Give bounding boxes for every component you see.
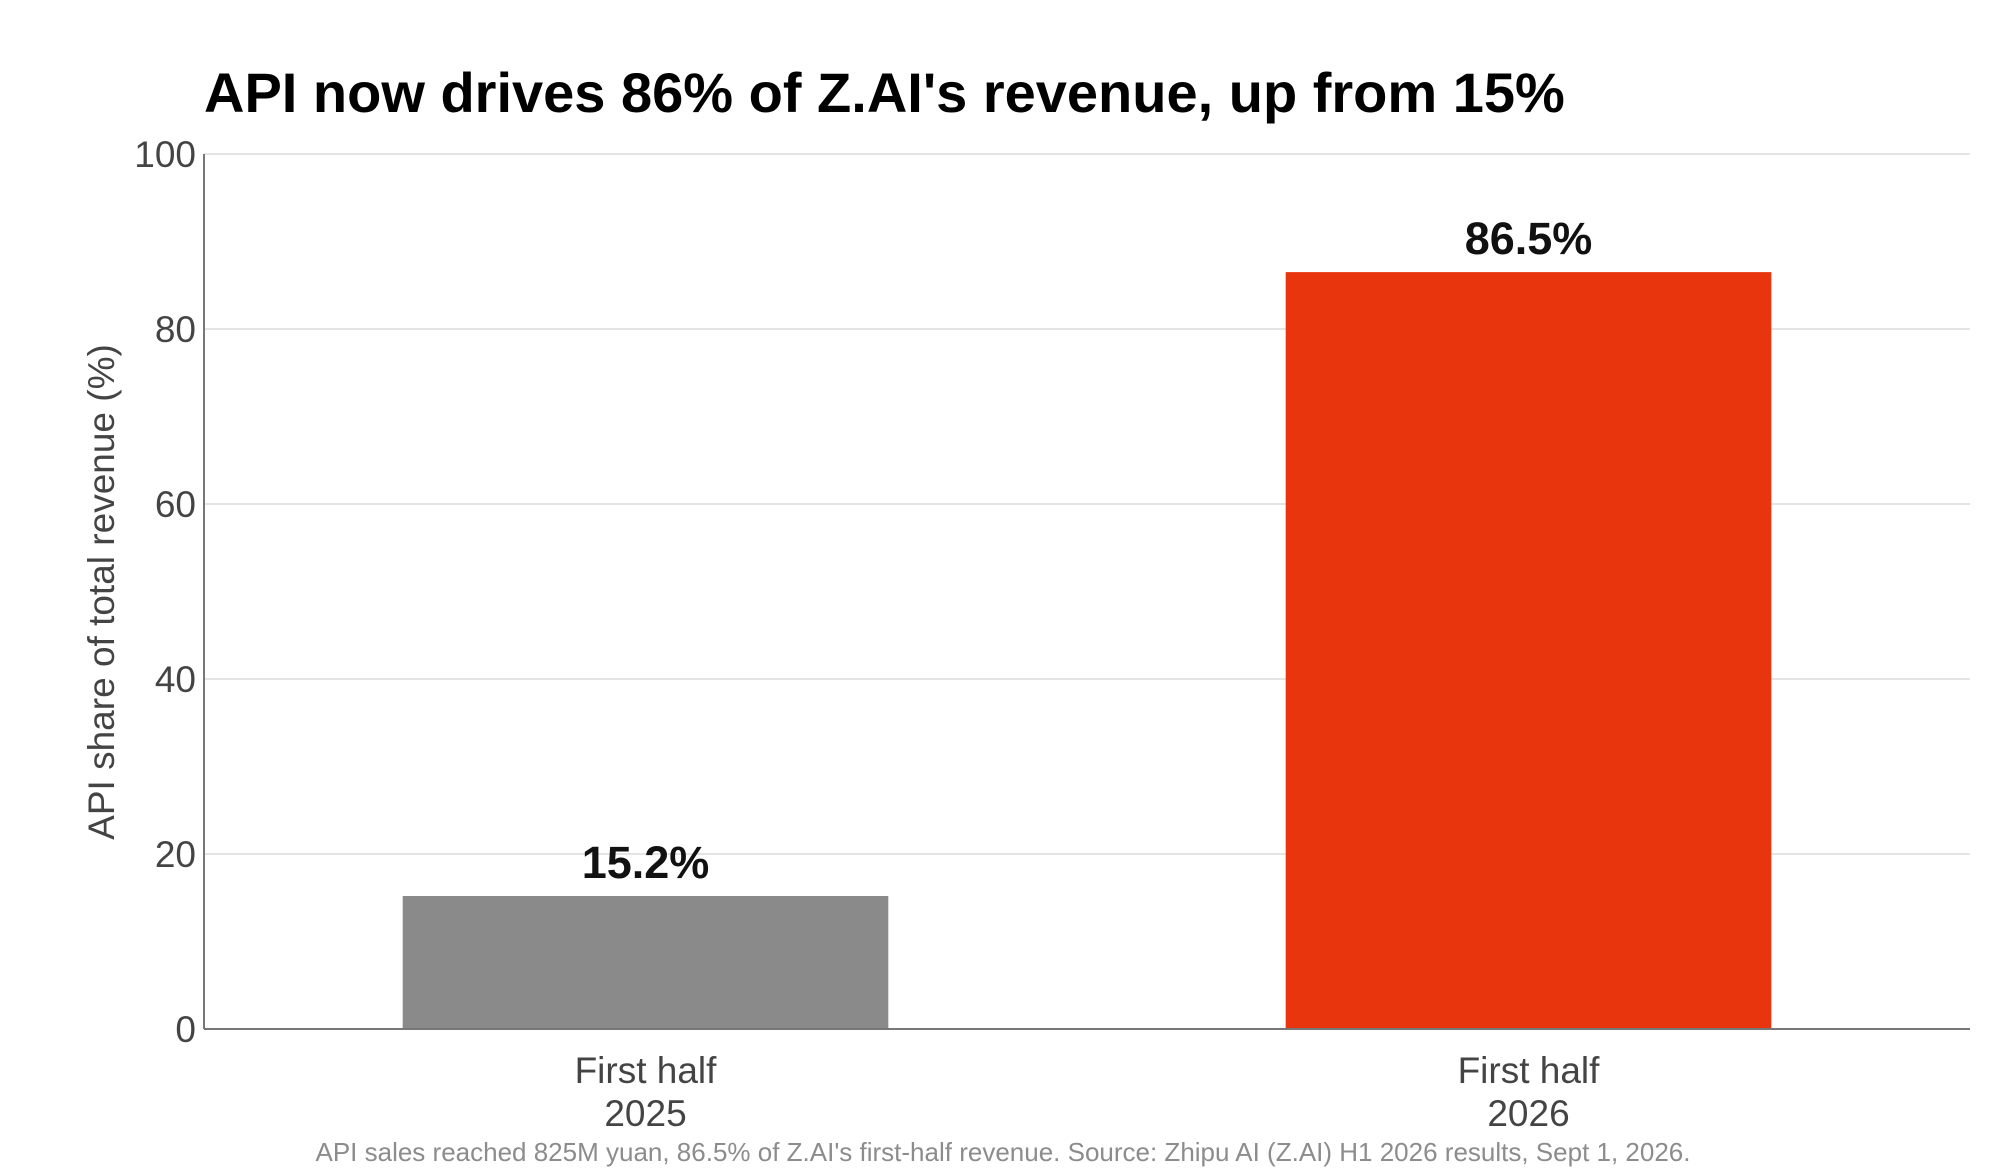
y-tick-label: 20 <box>155 834 196 875</box>
chart-caption: API sales reached 825M yuan, 86.5% of Z.… <box>315 1137 1690 1167</box>
y-tick-label: 40 <box>155 659 196 700</box>
y-tick-label: 0 <box>175 1009 196 1050</box>
labels: 0 20 40 60 80 100 15.2% First half 2025 86.5% Firs… <box>134 134 1600 1134</box>
bar <box>1285 272 1772 1029</box>
bar-value-label: 86.5% <box>1465 213 1593 264</box>
axes <box>203 154 1970 1030</box>
bars <box>402 272 1772 1029</box>
x-tick-label: First half 2026 <box>1458 1050 1601 1134</box>
chart-title: API now drives 86% of Z.AI's revenue, up… <box>204 61 1565 124</box>
y-tick-label: 80 <box>155 309 196 350</box>
bar <box>402 896 889 1029</box>
y-tick-label: 60 <box>155 484 196 525</box>
y-tick-label: 100 <box>134 134 196 175</box>
bar-value-label: 15.2% <box>582 837 710 888</box>
y-axis-title: API share of total revenue (%) <box>81 344 122 840</box>
x-tick-label: First half 2025 <box>575 1050 718 1134</box>
